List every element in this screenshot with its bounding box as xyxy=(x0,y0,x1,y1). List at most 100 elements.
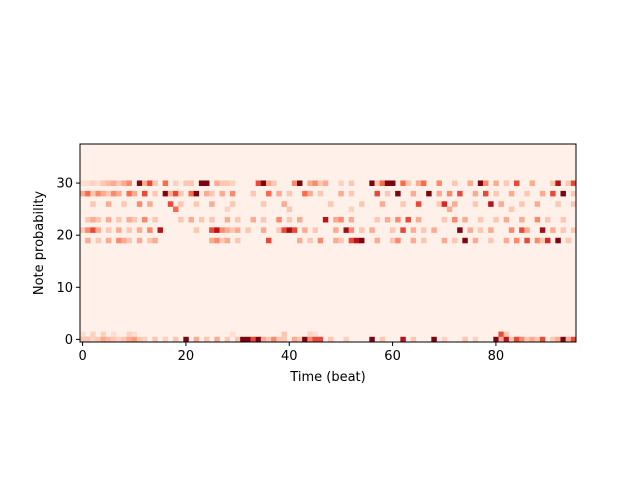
heatmap-cell xyxy=(255,336,262,343)
heatmap-cell xyxy=(219,180,225,186)
heatmap-cell xyxy=(436,201,442,207)
heatmap-cell xyxy=(260,201,267,207)
heatmap-cell xyxy=(229,227,236,233)
heatmap-cell xyxy=(529,336,535,343)
heatmap-cell xyxy=(116,216,122,223)
heatmap-cell xyxy=(219,237,225,244)
heatmap-cell xyxy=(271,336,277,343)
heatmap-cell xyxy=(95,227,101,233)
heatmap-cell xyxy=(126,336,132,343)
heatmap-cell xyxy=(508,227,515,233)
heatmap-cell xyxy=(178,216,184,223)
heatmap-cell xyxy=(152,237,158,244)
heatmap-cell xyxy=(524,336,530,343)
heatmap-cell xyxy=(266,180,272,186)
x-tick-label: 80 xyxy=(488,349,505,364)
heatmap-cell xyxy=(539,190,546,197)
heatmap-cell xyxy=(157,227,163,233)
heatmap-cell xyxy=(359,227,365,233)
heatmap-cell xyxy=(514,237,520,244)
heatmap-cell xyxy=(136,237,143,244)
heatmap-cell xyxy=(395,190,401,197)
heatmap-cell xyxy=(235,227,241,233)
x-axis-label: Time (beat) xyxy=(289,370,365,385)
heatmap-cell xyxy=(250,336,256,343)
heatmap-cell xyxy=(441,201,448,207)
heatmap-cell xyxy=(570,336,577,343)
heatmap-cell xyxy=(508,190,515,197)
heatmap-cell xyxy=(95,180,101,186)
heatmap-cell xyxy=(477,216,484,223)
heatmap-cell xyxy=(286,227,293,233)
heatmap-cell xyxy=(85,336,91,343)
heatmap-cell xyxy=(488,237,494,244)
heatmap-cell xyxy=(328,201,334,207)
heatmap-cell xyxy=(421,237,427,244)
heatmap-cell xyxy=(379,201,386,207)
heatmap-cell xyxy=(462,237,468,244)
heatmap-cell xyxy=(317,190,324,197)
heatmap-cell xyxy=(338,237,344,244)
heatmap-cell xyxy=(312,227,318,233)
heatmap-cell xyxy=(281,336,287,343)
heatmap-cell xyxy=(317,237,324,244)
heatmap-cell xyxy=(395,216,401,223)
heatmap-cell xyxy=(85,237,91,244)
heatmap-cell xyxy=(514,180,520,186)
heatmap-cell xyxy=(229,190,236,197)
heatmap-cell xyxy=(374,180,380,186)
x-tick-label: 0 xyxy=(78,349,86,364)
heatmap-cell xyxy=(142,180,148,186)
heatmap-cell xyxy=(539,336,546,343)
heatmap-cell xyxy=(534,336,541,343)
heatmap-cell xyxy=(100,190,107,197)
heatmap-cell xyxy=(503,331,510,338)
heatmap-cell xyxy=(431,227,437,233)
heatmap-cell xyxy=(570,201,577,207)
heatmap-cell xyxy=(152,180,158,186)
heatmap-cell xyxy=(85,216,91,223)
heatmap-cell xyxy=(276,190,282,197)
heatmap-cell xyxy=(493,216,499,223)
heatmap-cell xyxy=(100,336,107,343)
heatmap-cell xyxy=(302,336,308,343)
heatmap-cell xyxy=(565,336,572,343)
heatmap-cell xyxy=(121,237,127,244)
heatmap-cell xyxy=(209,237,215,244)
heatmap-cell xyxy=(390,180,396,186)
heatmap-cell xyxy=(152,336,158,343)
heatmap-cell xyxy=(126,190,132,197)
heatmap-cell xyxy=(183,336,189,343)
heatmap-cell xyxy=(550,180,556,186)
heatmap-cell xyxy=(555,201,561,207)
heatmap-cell xyxy=(369,227,375,233)
heatmap-cell xyxy=(183,180,189,186)
heatmap-cell xyxy=(519,216,525,223)
heatmap-cell xyxy=(410,237,417,244)
heatmap-cell xyxy=(374,216,380,223)
heatmap-cell xyxy=(147,227,153,233)
heatmap-cell xyxy=(503,237,510,244)
heatmap-cell xyxy=(488,201,494,207)
heatmap-cell xyxy=(95,336,101,343)
heatmap-cell xyxy=(116,237,122,244)
heatmap-cell xyxy=(95,237,101,244)
heatmap-cell xyxy=(297,237,303,244)
heatmap-cell xyxy=(131,190,138,197)
heatmap-cell xyxy=(415,216,422,223)
heatmap-cell xyxy=(400,180,406,186)
heatmap-cell xyxy=(534,216,541,223)
heatmap-cell xyxy=(116,336,122,343)
heatmap-cell xyxy=(229,180,236,186)
y-tick-label: 30 xyxy=(56,177,73,192)
heatmap-cell xyxy=(131,336,138,343)
heatmap-cell xyxy=(477,180,484,186)
heatmap-cell xyxy=(400,201,406,207)
heatmap-cell xyxy=(80,190,86,197)
heatmap-cell xyxy=(266,336,272,343)
heatmap-cell xyxy=(570,190,577,197)
heatmap-cell xyxy=(498,331,504,338)
heatmap-cell xyxy=(307,180,313,186)
heatmap-cell xyxy=(555,336,561,343)
heatmap-cell xyxy=(555,180,561,186)
